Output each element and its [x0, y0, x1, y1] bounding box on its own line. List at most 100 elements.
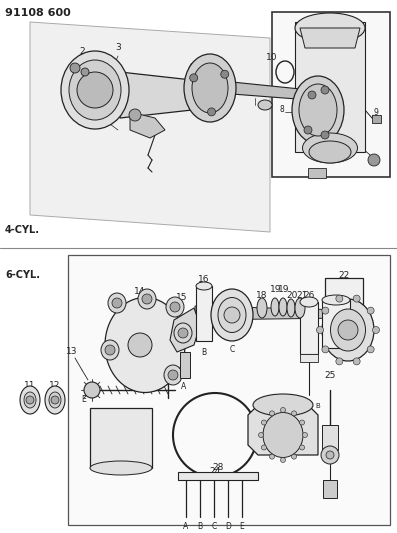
- Circle shape: [281, 457, 285, 463]
- Text: 22: 22: [338, 271, 350, 279]
- Text: A: A: [181, 382, 187, 391]
- Text: 27: 27: [330, 292, 342, 301]
- Text: 9: 9: [374, 108, 379, 117]
- Text: 23: 23: [115, 467, 127, 477]
- Polygon shape: [180, 352, 190, 378]
- Circle shape: [368, 154, 380, 166]
- Ellipse shape: [61, 51, 129, 129]
- Text: B: B: [201, 348, 206, 357]
- Text: 7: 7: [315, 70, 321, 79]
- Text: 12: 12: [49, 381, 61, 390]
- Bar: [300, 354, 318, 362]
- Ellipse shape: [101, 340, 119, 360]
- Bar: [325, 278, 363, 320]
- Circle shape: [105, 345, 115, 355]
- Circle shape: [26, 396, 34, 404]
- Ellipse shape: [253, 394, 313, 416]
- Circle shape: [291, 454, 297, 459]
- Polygon shape: [248, 405, 318, 455]
- Text: 17: 17: [226, 293, 238, 302]
- Circle shape: [262, 445, 266, 450]
- Circle shape: [128, 333, 152, 357]
- Polygon shape: [295, 22, 365, 152]
- Ellipse shape: [330, 309, 366, 351]
- Circle shape: [316, 327, 324, 334]
- Polygon shape: [195, 306, 345, 320]
- Ellipse shape: [218, 297, 246, 333]
- Text: 26: 26: [303, 292, 315, 301]
- Polygon shape: [372, 115, 381, 123]
- Circle shape: [270, 454, 274, 459]
- Ellipse shape: [164, 365, 182, 385]
- Ellipse shape: [192, 63, 228, 113]
- Text: 19: 19: [270, 286, 282, 295]
- Circle shape: [322, 346, 329, 353]
- Polygon shape: [308, 168, 326, 178]
- Circle shape: [221, 70, 229, 78]
- Circle shape: [258, 432, 264, 438]
- Text: 14: 14: [134, 287, 146, 296]
- Circle shape: [168, 370, 178, 380]
- Text: 4-CYL.: 4-CYL.: [5, 225, 40, 235]
- Ellipse shape: [263, 413, 303, 457]
- Circle shape: [208, 108, 216, 116]
- Polygon shape: [120, 72, 210, 118]
- Circle shape: [77, 72, 113, 108]
- Ellipse shape: [24, 392, 36, 408]
- Polygon shape: [30, 22, 270, 232]
- Ellipse shape: [69, 60, 121, 120]
- Text: 13: 13: [66, 348, 78, 357]
- Ellipse shape: [271, 298, 279, 316]
- Text: 21: 21: [296, 292, 308, 301]
- Ellipse shape: [90, 461, 152, 475]
- Circle shape: [336, 358, 343, 365]
- Text: 5: 5: [252, 87, 258, 96]
- Circle shape: [338, 320, 358, 340]
- Circle shape: [70, 63, 80, 73]
- Circle shape: [300, 445, 304, 450]
- Circle shape: [367, 346, 374, 353]
- Circle shape: [170, 302, 180, 312]
- Ellipse shape: [138, 289, 156, 309]
- Circle shape: [142, 294, 152, 304]
- Circle shape: [321, 131, 329, 139]
- Bar: [323, 480, 337, 498]
- Text: 6: 6: [117, 98, 123, 107]
- Ellipse shape: [299, 84, 337, 136]
- Circle shape: [281, 408, 285, 413]
- Text: 16: 16: [198, 276, 210, 285]
- Ellipse shape: [258, 100, 272, 110]
- Circle shape: [304, 126, 312, 134]
- Polygon shape: [232, 82, 310, 100]
- Text: A: A: [183, 522, 189, 531]
- Text: E: E: [240, 522, 245, 531]
- Bar: [68, 255, 390, 525]
- Circle shape: [336, 295, 343, 302]
- Circle shape: [270, 411, 274, 416]
- Circle shape: [326, 451, 334, 459]
- Text: 4: 4: [187, 63, 193, 72]
- Circle shape: [300, 420, 304, 425]
- Text: 91108 600: 91108 600: [5, 8, 71, 18]
- Bar: [322, 425, 338, 450]
- Text: 10: 10: [266, 53, 278, 62]
- Circle shape: [224, 307, 240, 323]
- Circle shape: [308, 91, 316, 99]
- Ellipse shape: [166, 297, 184, 317]
- Circle shape: [112, 298, 122, 308]
- Text: E: E: [82, 395, 87, 404]
- Circle shape: [321, 446, 339, 464]
- Circle shape: [291, 411, 297, 416]
- Ellipse shape: [322, 299, 374, 361]
- Polygon shape: [170, 308, 200, 352]
- Circle shape: [321, 86, 329, 94]
- Text: 20: 20: [286, 292, 298, 301]
- Ellipse shape: [108, 293, 126, 313]
- Ellipse shape: [303, 133, 358, 163]
- Circle shape: [51, 396, 59, 404]
- Bar: [300, 302, 318, 354]
- Ellipse shape: [211, 289, 253, 341]
- Circle shape: [353, 295, 360, 302]
- Circle shape: [372, 327, 380, 334]
- Circle shape: [190, 74, 198, 82]
